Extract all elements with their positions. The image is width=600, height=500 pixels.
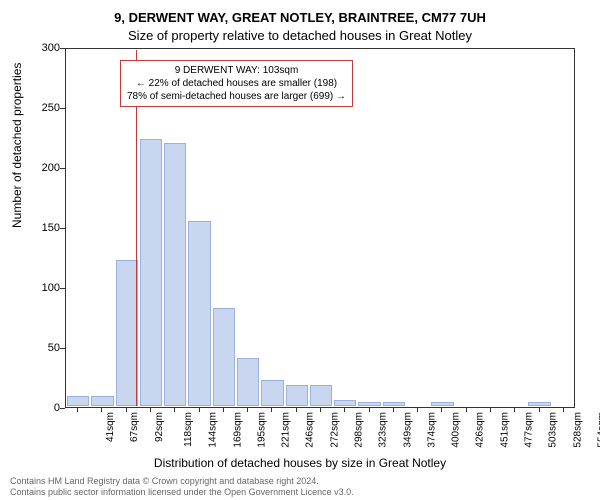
y-tick-label: 150 [42, 222, 60, 234]
x-tick-label: 503sqm [548, 412, 559, 448]
x-tick-label: 118sqm [183, 412, 194, 447]
x-tick-mark [296, 407, 297, 412]
x-tick-label: 246sqm [305, 412, 316, 448]
footer-line-2: Contains public sector information licen… [10, 487, 354, 498]
x-tick-mark [369, 407, 370, 412]
x-tick-label: 554sqm [596, 412, 600, 448]
x-tick-label: 374sqm [426, 412, 437, 448]
x-tick-mark [393, 407, 394, 412]
x-tick-label: 272sqm [329, 412, 340, 448]
footer-line-1: Contains HM Land Registry data © Crown c… [10, 476, 354, 487]
x-tick-label: 67sqm [129, 412, 140, 442]
y-tick-mark [60, 228, 65, 229]
y-tick-label: 250 [42, 102, 60, 114]
x-tick-label: 323sqm [378, 412, 389, 448]
histogram-bar [286, 385, 308, 406]
y-tick-label: 300 [42, 42, 60, 54]
x-tick-mark [539, 407, 540, 412]
x-tick-mark [320, 407, 321, 412]
y-tick-mark [60, 108, 65, 109]
x-tick-label: 298sqm [354, 412, 365, 448]
histogram-bar [237, 358, 259, 406]
histogram-bar [334, 400, 356, 406]
y-tick-label: 200 [42, 162, 60, 174]
y-tick-mark [60, 48, 65, 49]
x-tick-label: 400sqm [451, 412, 462, 448]
x-tick-label: 169sqm [232, 412, 243, 448]
x-tick-mark [174, 407, 175, 412]
y-tick-label: 50 [48, 342, 60, 354]
x-tick-mark [417, 407, 418, 412]
y-tick-mark [60, 168, 65, 169]
x-tick-mark [150, 407, 151, 412]
x-tick-label: 92sqm [154, 412, 165, 442]
annotation-line-1: 9 DERWENT WAY: 103sqm [127, 64, 346, 77]
histogram-bar [528, 402, 550, 406]
x-tick-mark [490, 407, 491, 412]
x-tick-mark [223, 407, 224, 412]
x-tick-label: 349sqm [402, 412, 413, 448]
x-tick-mark [466, 407, 467, 412]
x-tick-mark [199, 407, 200, 412]
histogram-bar [383, 402, 405, 406]
histogram-bar [431, 402, 453, 406]
histogram-bar [188, 221, 210, 406]
y-axis-label: Number of detached properties [10, 63, 24, 228]
x-tick-mark [247, 407, 248, 412]
x-tick-label: 528sqm [572, 412, 583, 448]
x-tick-label: 477sqm [524, 412, 535, 448]
x-axis-label: Distribution of detached houses by size … [0, 456, 600, 470]
annotation-box: 9 DERWENT WAY: 103sqm ← 22% of detached … [120, 60, 353, 107]
x-tick-label: 41sqm [105, 412, 116, 442]
x-tick-label: 451sqm [499, 412, 510, 448]
x-tick-mark [101, 407, 102, 412]
x-tick-mark [563, 407, 564, 412]
x-tick-label: 221sqm [281, 412, 292, 448]
x-tick-label: 426sqm [475, 412, 486, 448]
x-tick-label: 144sqm [208, 412, 219, 448]
chart-title-1: 9, DERWENT WAY, GREAT NOTLEY, BRAINTREE,… [0, 10, 600, 25]
histogram-bar [164, 143, 186, 406]
x-tick-mark [514, 407, 515, 412]
histogram-bar [116, 260, 138, 406]
y-tick-mark [60, 348, 65, 349]
chart-container: 9, DERWENT WAY, GREAT NOTLEY, BRAINTREE,… [0, 0, 600, 500]
annotation-line-2: ← 22% of detached houses are smaller (19… [127, 77, 346, 90]
histogram-bar [310, 385, 332, 406]
y-tick-mark [60, 288, 65, 289]
footer-credits: Contains HM Land Registry data © Crown c… [10, 476, 354, 498]
x-tick-label: 195sqm [256, 412, 267, 448]
histogram-bar [358, 402, 380, 406]
x-tick-mark [344, 407, 345, 412]
annotation-line-3: 78% of semi-detached houses are larger (… [127, 90, 346, 103]
chart-title-2: Size of property relative to detached ho… [0, 28, 600, 43]
x-tick-mark [77, 407, 78, 412]
histogram-bar [261, 380, 283, 406]
histogram-bar [91, 396, 113, 406]
x-tick-mark [126, 407, 127, 412]
histogram-bar [140, 139, 162, 406]
x-tick-mark [271, 407, 272, 412]
histogram-bar [67, 396, 89, 406]
y-tick-label: 100 [42, 282, 60, 294]
y-tick-mark [60, 408, 65, 409]
histogram-bar [213, 308, 235, 406]
x-tick-mark [441, 407, 442, 412]
